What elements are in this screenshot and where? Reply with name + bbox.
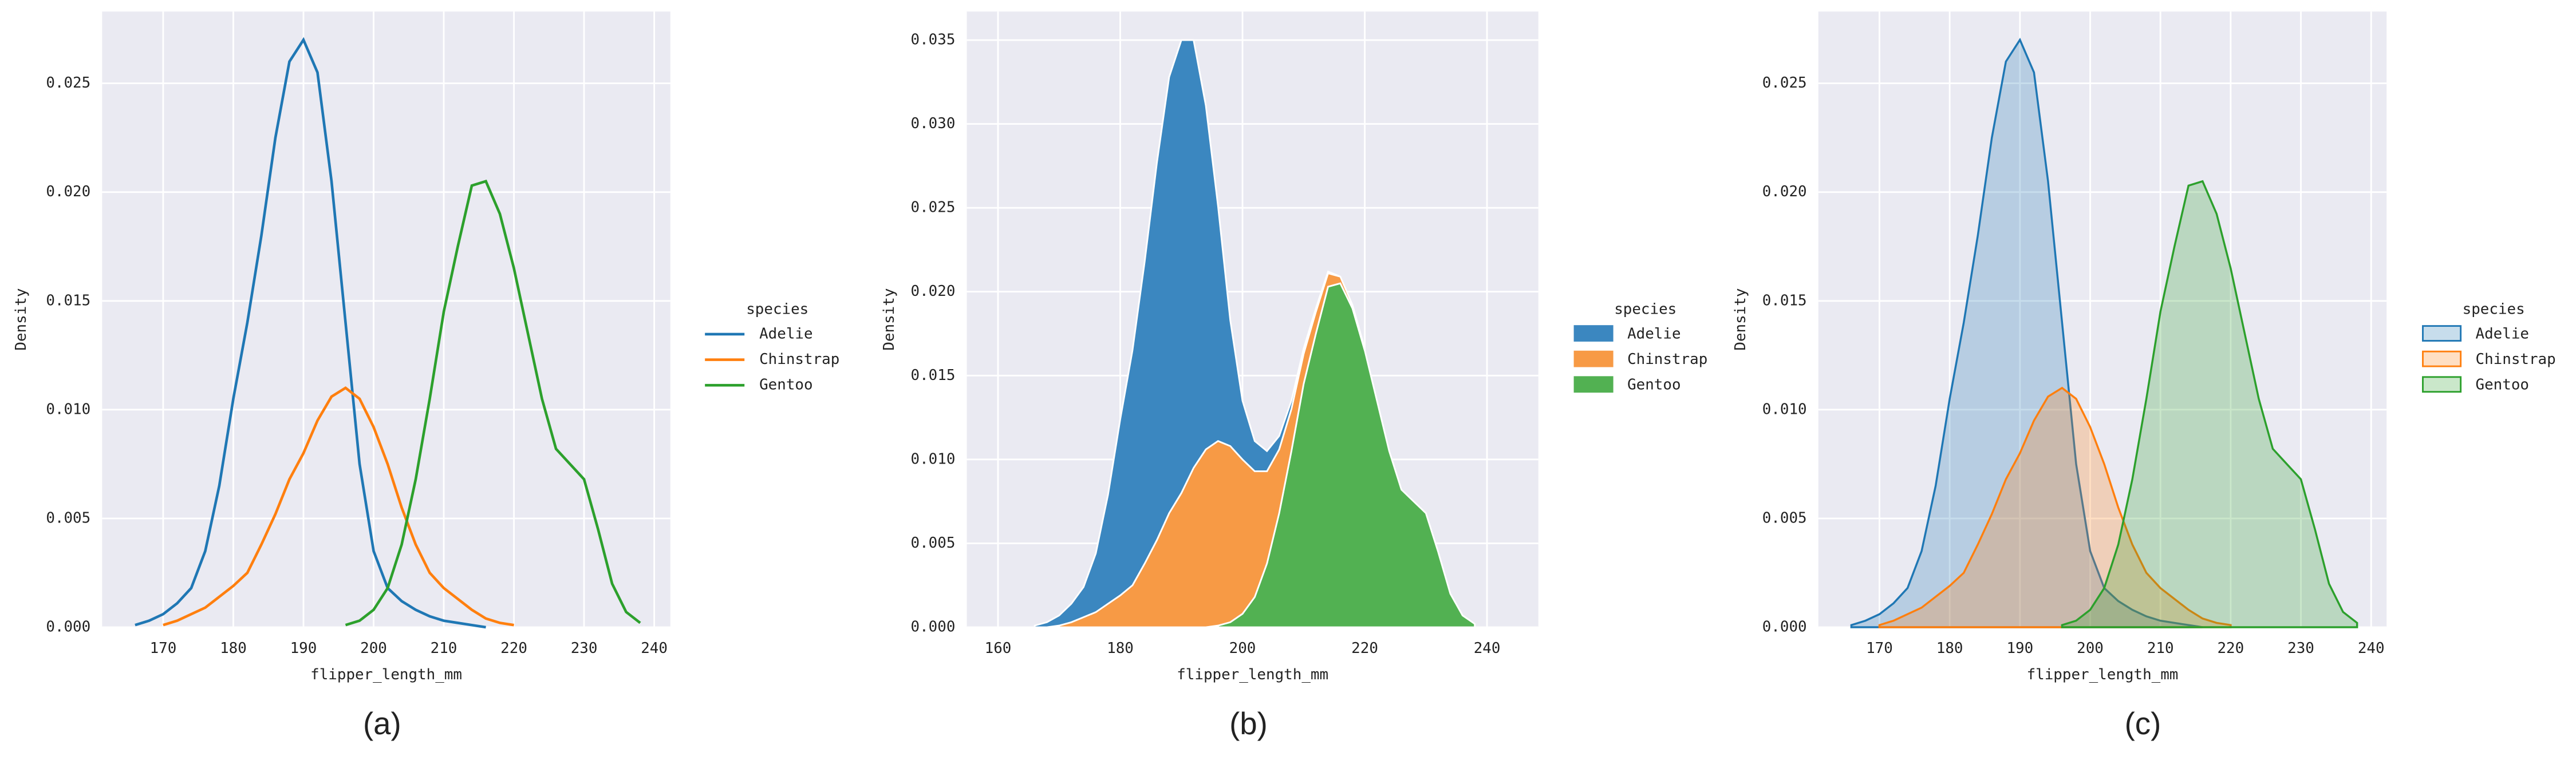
- x-tick-label: 240: [641, 640, 668, 657]
- legend-swatch: [2422, 376, 2462, 393]
- density-line: [163, 386, 514, 627]
- plot-background: [102, 11, 670, 628]
- x-tick-label: 220: [2217, 640, 2244, 657]
- y-tick-label: 0.030: [911, 115, 956, 132]
- legend-swatch: [1573, 325, 1614, 342]
- x-axis-label: flipper_length_mm: [310, 666, 462, 683]
- density-line: [345, 179, 641, 627]
- density-area: [2061, 180, 2358, 628]
- legend-swatch: [1573, 376, 1614, 393]
- legend-swatch: [2422, 325, 2462, 342]
- y-tick-label: 0.005: [46, 509, 90, 526]
- legend-title: species: [746, 300, 808, 318]
- y-tick-label: 0.015: [911, 367, 956, 384]
- legend-swatch: [1573, 350, 1614, 367]
- x-tick-label: 180: [1936, 640, 1963, 657]
- x-tick-label: 230: [2287, 640, 2314, 657]
- legend-label: Gentoo: [2476, 377, 2529, 394]
- x-tick-label: 200: [2077, 640, 2104, 657]
- legend-label: Adelie: [1627, 325, 1680, 342]
- legend-label: Chinstrap: [759, 351, 839, 368]
- y-tick-label: 0.005: [911, 535, 956, 552]
- caption: (c): [2125, 706, 2161, 741]
- x-axis-label: flipper_length_mm: [1177, 666, 1328, 683]
- density-area: [1033, 39, 1341, 628]
- x-tick-label: 210: [431, 640, 457, 657]
- chart: 0.000 0.005 0.010 0.015 0.020 0.025 170 180 190 2…: [13, 11, 839, 741]
- x-tick-label: 170: [1866, 640, 1893, 657]
- y-tick-label: 0.020: [911, 283, 956, 300]
- legend-title: species: [2463, 300, 2525, 318]
- x-tick-label: 180: [220, 640, 247, 657]
- legend-label: Adelie: [2476, 325, 2529, 342]
- y-tick-label: 0.000: [46, 619, 90, 636]
- legend-label: Chinstrap: [2476, 351, 2556, 368]
- x-tick-label: 160: [985, 640, 1012, 657]
- x-axis-label: flipper_length_mm: [2027, 666, 2179, 683]
- y-tick-label: 0.010: [1762, 401, 1807, 418]
- legend-title: species: [1614, 300, 1676, 318]
- y-tick-label: 0.020: [46, 183, 90, 200]
- y-tick-label: 0.010: [46, 401, 90, 418]
- caption: (b): [1229, 706, 1268, 741]
- y-axis-label: Density: [1732, 288, 1749, 351]
- x-tick-label: 220: [1351, 640, 1378, 657]
- x-tick-label: 170: [150, 640, 177, 657]
- y-tick-label: 0.025: [1762, 74, 1807, 92]
- legend-label: Chinstrap: [1627, 351, 1707, 368]
- legend-label: Gentoo: [1627, 377, 1680, 394]
- x-tick-label: 230: [571, 640, 598, 657]
- chart: 0.000 0.005 0.010 0.015 0.020 0.025 0.030 0.035…: [881, 11, 1707, 741]
- y-tick-label: 0.000: [911, 619, 956, 636]
- y-tick-label: 0.025: [911, 199, 956, 216]
- plot-background: [1818, 11, 2387, 628]
- y-axis-label: Density: [881, 288, 898, 351]
- x-tick-label: 210: [2147, 640, 2174, 657]
- legend-label: Adelie: [759, 325, 812, 342]
- x-tick-label: 200: [1229, 640, 1256, 657]
- y-tick-label: 0.020: [1762, 183, 1807, 200]
- x-tick-label: 240: [1474, 640, 1501, 657]
- x-tick-label: 180: [1107, 640, 1134, 657]
- x-tick-label: 190: [290, 640, 317, 657]
- legend-swatch: [2422, 350, 2462, 367]
- y-axis-label: Density: [13, 288, 30, 351]
- y-tick-label: 0.010: [911, 450, 956, 468]
- x-tick-label: 190: [2006, 640, 2033, 657]
- y-tick-label: 0.015: [1762, 292, 1807, 309]
- density-line: [135, 37, 486, 629]
- y-tick-label: 0.005: [1762, 509, 1807, 526]
- x-tick-label: 200: [360, 640, 387, 657]
- y-tick-label: 0.025: [46, 74, 90, 92]
- chart: 0.000 0.005 0.010 0.015 0.020 0.025 170 180 190 2…: [1732, 11, 2556, 741]
- y-tick-label: 0.000: [1762, 619, 1807, 636]
- caption: (a): [363, 706, 401, 741]
- legend-label: Gentoo: [759, 377, 812, 394]
- y-tick-label: 0.035: [911, 31, 956, 49]
- y-tick-label: 0.015: [46, 292, 90, 309]
- x-tick-label: 240: [2358, 640, 2385, 657]
- x-tick-label: 220: [500, 640, 527, 657]
